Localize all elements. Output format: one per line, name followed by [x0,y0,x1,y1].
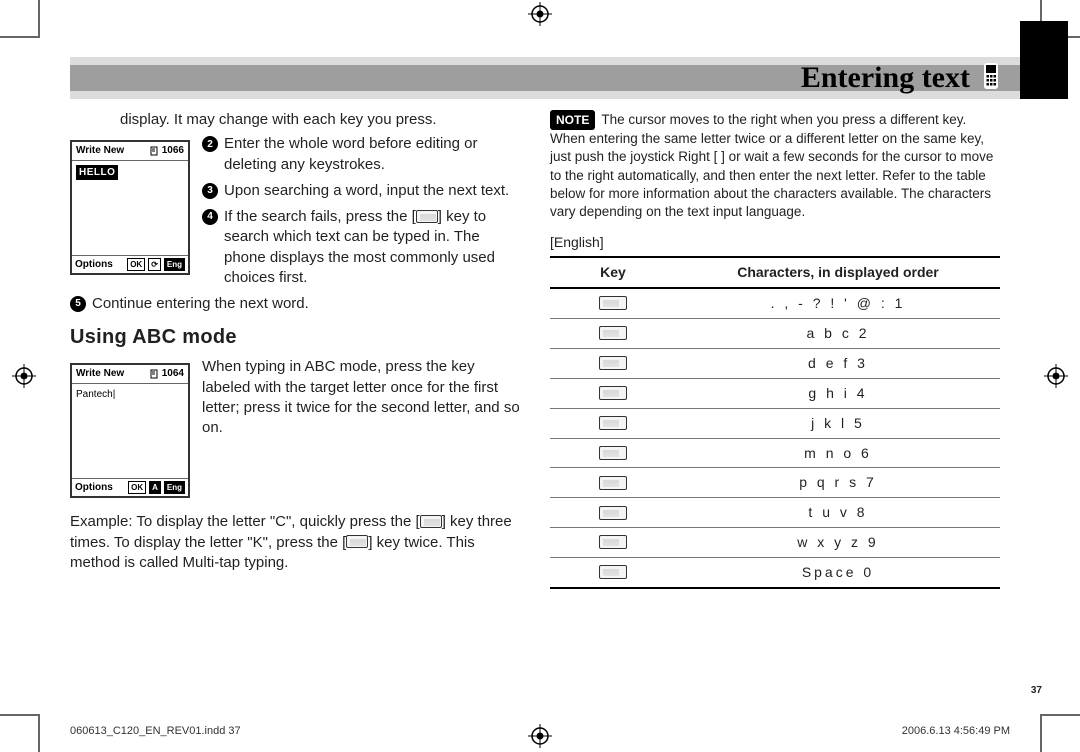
document-icon [150,369,160,379]
registration-mark-icon [528,724,552,748]
keycap-icon [599,565,627,579]
keycap-icon [599,476,627,490]
table-cell-key [550,498,676,528]
table-cell-key [550,528,676,558]
softkey-ok: OK [127,258,145,271]
phone-text-icon [980,62,1002,95]
step-text: Upon searching a word, input the next te… [224,181,509,201]
page-title: Entering text [801,61,970,95]
registration-mark-icon [1044,364,1068,388]
keycap-icon [599,416,627,430]
table-cell-chars: Space 0 [676,558,1000,588]
header-band: Entering text [70,57,1020,99]
body-text: Example: To display the letter "C", quic… [70,512,520,573]
table-cell-key [550,288,676,318]
footer-file-info: 060613_C120_EN_REV01.indd 37 [70,725,241,737]
softkey-options: Options [75,258,113,272]
note-badge: NOTE [550,110,595,130]
mode-indicator: ⟳ [148,258,161,271]
keycap-icon [599,446,627,460]
body-text: When typing in ABC mode, press the key l… [202,357,520,438]
step-number-icon: 4 [202,209,218,225]
table-cell-key [550,378,676,408]
table-cell-chars: d e f 3 [676,348,1000,378]
table-header: Characters, in displayed order [676,257,1000,288]
lang-indicator: Eng [164,258,185,271]
table-cell-chars: p q r s 7 [676,468,1000,498]
page-number: 37 [1031,685,1042,696]
keycap-icon [599,356,627,370]
table-cell-key [550,318,676,348]
typed-text-highlighted: HELLO [76,165,118,181]
note-paragraph: NOTEThe cursor moves to the right when y… [550,110,1000,221]
mode-indicator: A [149,481,161,494]
footer-timestamp: 2006.6.13 4:56:49 PM [902,725,1010,737]
table-cell-chars: . , - ? ! ' @ : 1 [676,288,1000,318]
keycap-icon [599,506,627,520]
table-cell-chars: a b c 2 [676,318,1000,348]
char-counter: 1064 [162,367,184,381]
left-column: display. It may change with each key you… [70,110,520,650]
keycap-icon [416,210,438,223]
step-number-icon: 5 [70,296,86,312]
step-text: Enter the whole word before editing or d… [224,134,520,175]
phone-screen-mock: Write New 1064 Pantech| Options OK A Eng [70,363,190,498]
screen-title: Write New [76,144,124,158]
keycap-icon [420,515,442,528]
body-text: display. It may change with each key you… [120,110,520,130]
table-cell-key [550,468,676,498]
step-number-icon: 2 [202,136,218,152]
character-table: Key Characters, in displayed order . , -… [550,256,1000,589]
typed-text: Pantech| [76,389,115,400]
char-counter: 1066 [162,144,184,158]
screen-title: Write New [76,367,124,381]
table-cell-chars: g h i 4 [676,378,1000,408]
table-language-label: [English] [550,233,1000,252]
table-header: Key [550,257,676,288]
table-cell-chars: w x y z 9 [676,528,1000,558]
section-heading: Using ABC mode [70,324,520,351]
table-cell-key [550,438,676,468]
softkey-options: Options [75,481,113,495]
registration-mark-icon [12,364,36,388]
right-column: NOTEThe cursor moves to the right when y… [550,110,1000,650]
table-cell-chars: t u v 8 [676,498,1000,528]
keycap-icon [599,326,627,340]
keycap-icon [599,535,627,549]
keycap-icon [599,296,627,310]
table-cell-chars: m n o 6 [676,438,1000,468]
step-text: If the search fails, press the [] key to… [224,207,520,288]
table-cell-key [550,558,676,588]
keycap-icon [346,535,368,548]
keycap-icon [599,386,627,400]
table-cell-key [550,408,676,438]
table-cell-chars: j k l 5 [676,408,1000,438]
table-cell-key [550,348,676,378]
softkey-ok: OK [128,481,146,494]
phone-screen-mock: Write New 1066 HELLO Options OK ⟳ Eng [70,140,190,275]
step-number-icon: 3 [202,183,218,199]
document-icon [150,146,160,156]
registration-mark-icon [528,2,552,26]
lang-indicator: Eng [164,481,185,494]
step-text: Continue entering the next word. [92,294,309,314]
